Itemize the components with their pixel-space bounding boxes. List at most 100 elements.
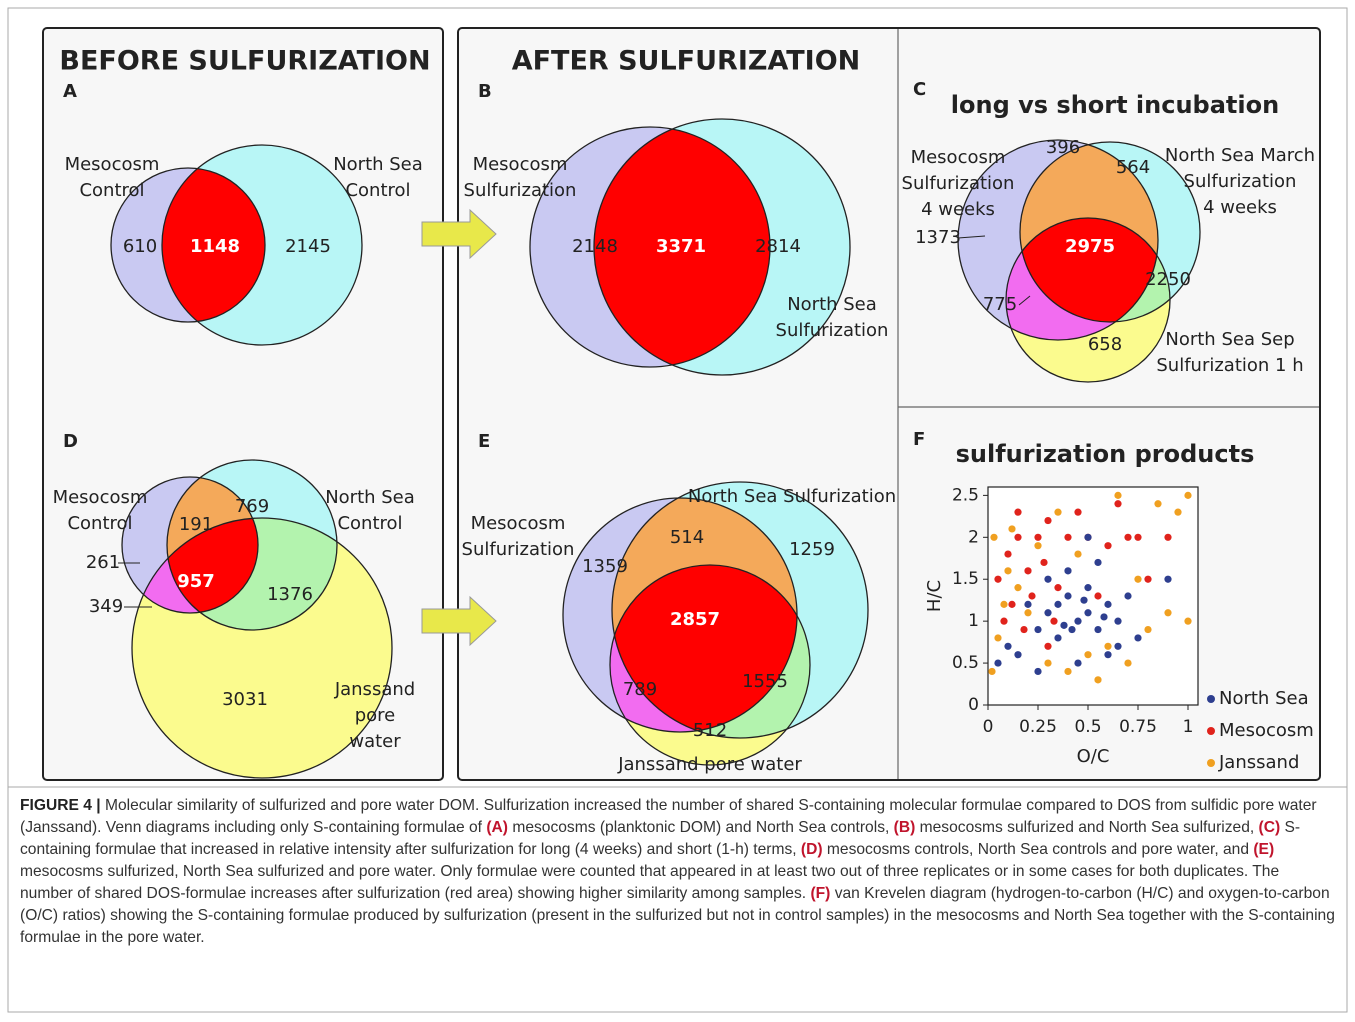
caption-text: mesocosms sulfurized, North Sea sulfuriz… (20, 863, 1280, 902)
point (1154, 500, 1162, 508)
set-label: Control (67, 513, 132, 534)
point (1014, 533, 1022, 541)
plot-area (987, 486, 1199, 706)
count: 2145 (285, 236, 331, 257)
y-tick-label: 0.5 (952, 653, 979, 673)
venn-overlap (594, 127, 770, 367)
point (1080, 596, 1088, 604)
count: 1259 (789, 539, 835, 560)
panel-label: D (63, 431, 78, 452)
caption-text: mesocosms controls, North Sea controls a… (822, 841, 1254, 858)
set-label: Mesocosm (53, 487, 148, 508)
point (1074, 508, 1082, 516)
set-label: Control (337, 513, 402, 534)
y-tick-label: 2 (968, 527, 979, 547)
venn-outline (110, 167, 266, 323)
caption-text: (D) (800, 841, 823, 858)
caption-text: (B) (893, 819, 916, 836)
point (1034, 542, 1042, 550)
caption-text: S-containing formulae that increased in … (20, 819, 1301, 858)
heading: BEFORE SULFURIZATION (59, 46, 430, 77)
caption-text: mesocosms (planktonic DOM) and North Sea… (508, 819, 894, 836)
venn-outline (121, 476, 259, 614)
point (1134, 533, 1142, 541)
set-label: Mesocosm (473, 154, 568, 175)
set-label: 4 weeks (921, 199, 995, 220)
point (1084, 651, 1092, 659)
panel-label: B (478, 81, 492, 102)
count: 1373 (915, 227, 961, 248)
set-label: Sulfurization (902, 173, 1015, 194)
point (1104, 600, 1112, 608)
set-label: Mesocosm (471, 513, 566, 534)
leader-line (957, 235, 986, 239)
point (1004, 550, 1012, 558)
point (994, 575, 1002, 583)
point (1000, 600, 1008, 608)
point (1114, 642, 1122, 650)
point (994, 634, 1002, 642)
count: 512 (693, 720, 727, 741)
point (1094, 592, 1102, 600)
point (1094, 625, 1102, 634)
set-label: Mesocosm (911, 147, 1006, 168)
point (1014, 508, 1022, 516)
point (1008, 600, 1016, 608)
point (1074, 550, 1082, 558)
point (1024, 567, 1032, 575)
point (1050, 617, 1058, 625)
point (1144, 575, 1152, 583)
point (1028, 592, 1036, 600)
leader-line (1018, 295, 1031, 306)
venn-overlap (1020, 218, 1158, 322)
count: 191 (179, 514, 213, 535)
set-label: North Sea (787, 294, 877, 315)
heading: AFTER SULFURIZATION (512, 46, 861, 77)
count: 261 (86, 552, 120, 573)
legend-label: North Sea (1219, 688, 1309, 709)
point (1044, 642, 1052, 650)
set-label: Sulfurization (462, 539, 575, 560)
point (1114, 617, 1122, 625)
set-label: pore (355, 705, 396, 726)
point (1044, 575, 1052, 583)
count: 769 (235, 496, 269, 517)
x-axis-label: O/C (1077, 746, 1110, 767)
point (1034, 667, 1042, 676)
point (1064, 592, 1072, 600)
venn-outline (593, 118, 851, 376)
count: 564 (1116, 157, 1150, 178)
point (1104, 642, 1112, 650)
set-label: North Sea Sep (1165, 329, 1294, 350)
point (1134, 575, 1142, 583)
set-label: Sulfurization (1184, 171, 1297, 192)
venn-outline (609, 564, 811, 766)
point (1008, 525, 1016, 533)
set-label: Sulfurization (464, 180, 577, 201)
point (1064, 667, 1072, 676)
x-tick-label: 0.75 (1119, 717, 1157, 737)
venn-outline (611, 481, 869, 739)
caption-text: Molecular similarity of sulfurized and p… (20, 797, 1317, 836)
count: 1555 (742, 671, 788, 692)
point (1014, 651, 1022, 659)
count: 396 (1046, 137, 1080, 158)
venn-outline (957, 139, 1159, 341)
point (1054, 600, 1062, 608)
arrow (421, 595, 497, 647)
point (1174, 508, 1182, 516)
set-label: North Sea Sulfurization (688, 486, 896, 507)
count: 2857 (670, 609, 720, 630)
point (1094, 676, 1102, 684)
point (1100, 613, 1108, 621)
point (1040, 558, 1048, 567)
x-tick-label: 1 (1183, 717, 1194, 737)
count: 3031 (222, 689, 268, 710)
point (1134, 634, 1142, 642)
count: 1376 (267, 584, 313, 605)
point (1114, 491, 1122, 499)
count: 957 (177, 571, 215, 592)
count: 1148 (190, 236, 240, 257)
point (1124, 533, 1132, 541)
